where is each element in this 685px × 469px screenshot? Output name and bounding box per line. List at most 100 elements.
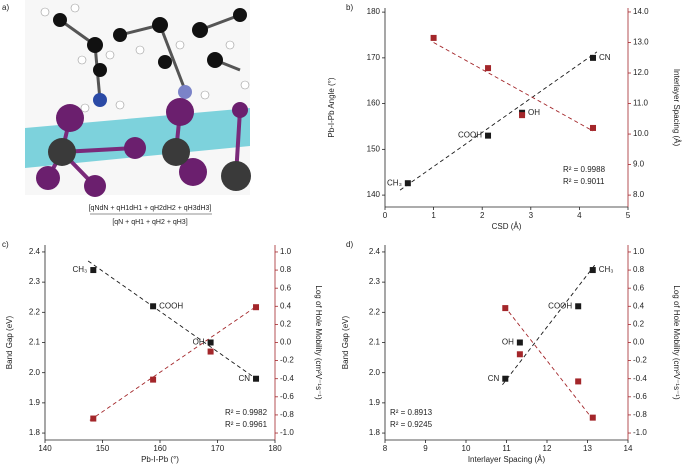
y-axis-title: Band Gap (eV) bbox=[5, 315, 14, 369]
data-point bbox=[575, 378, 582, 385]
y-axis-title: Band Gap (eV) bbox=[341, 315, 350, 369]
data-point bbox=[150, 303, 157, 310]
y2-tick-label: -0.8 bbox=[633, 410, 647, 419]
data-point bbox=[502, 305, 509, 312]
x-tick-label: 150 bbox=[96, 444, 110, 453]
y2-tick-label: 14.0 bbox=[633, 7, 649, 16]
data-point bbox=[90, 415, 97, 422]
data-point bbox=[590, 54, 597, 61]
y-tick-label: 1.8 bbox=[29, 428, 41, 437]
data-point bbox=[589, 414, 596, 421]
y-axis-title: Pb-I-Pb Angle (°) bbox=[327, 77, 336, 137]
fit-line bbox=[89, 305, 259, 421]
y2-axis-title: Log of Hole Mobility (cm²V⁻¹s⁻¹) bbox=[672, 285, 681, 400]
panel-label: a) bbox=[2, 3, 9, 12]
y-tick-label: 2.4 bbox=[369, 247, 381, 256]
y-tick-label: 2.4 bbox=[29, 247, 41, 256]
y2-tick-label: -0.4 bbox=[280, 374, 294, 383]
x-tick-label: 140 bbox=[38, 444, 52, 453]
y-tick-label: 160 bbox=[367, 99, 381, 108]
x-axis-title: Interlayer Spacing (Å) bbox=[468, 455, 546, 464]
r-squared: R² = 0.9011 bbox=[563, 177, 605, 186]
y2-tick-label: 0.2 bbox=[633, 320, 645, 329]
data-point bbox=[253, 375, 260, 382]
molecule-render bbox=[25, 0, 251, 197]
y-tick-label: 2.1 bbox=[29, 338, 41, 347]
data-point bbox=[430, 34, 437, 41]
y2-tick-label: 9.0 bbox=[633, 160, 645, 169]
data-point bbox=[485, 65, 492, 72]
fit-line bbox=[399, 51, 598, 191]
point-label: CN bbox=[599, 53, 611, 62]
y2-tick-label: -1.0 bbox=[633, 428, 647, 437]
x-tick-label: 2 bbox=[480, 211, 485, 220]
panel-label: b) bbox=[346, 3, 353, 12]
r-squared: R² = 0.9982 bbox=[225, 408, 268, 417]
point-label: CN bbox=[488, 374, 500, 383]
data-point bbox=[404, 180, 411, 187]
x-tick-label: 3 bbox=[529, 211, 534, 220]
x-axis-title: Pb-I-Pb (°) bbox=[141, 455, 179, 464]
y2-tick-label: 10.0 bbox=[633, 129, 649, 138]
x-tick-label: 8 bbox=[383, 444, 388, 453]
y-tick-label: 2.2 bbox=[369, 307, 381, 316]
data-point bbox=[207, 339, 214, 346]
data-point bbox=[589, 267, 596, 274]
x-tick-label: 4 bbox=[577, 211, 582, 220]
fit-line bbox=[502, 263, 596, 386]
point-label: OH bbox=[528, 108, 540, 117]
data-point bbox=[516, 351, 523, 358]
r-squared: R² = 0.8913 bbox=[390, 408, 433, 417]
x-tick-label: 14 bbox=[624, 444, 633, 453]
point-label: CH₃ bbox=[599, 265, 614, 274]
fit-line bbox=[504, 306, 594, 421]
y2-tick-label: 0.0 bbox=[633, 338, 645, 347]
y-tick-label: 2.3 bbox=[369, 277, 381, 286]
y2-tick-label: 13.0 bbox=[633, 38, 649, 47]
y2-tick-label: 1.0 bbox=[280, 247, 292, 256]
x-tick-label: 1 bbox=[431, 211, 436, 220]
y2-tick-label: 11.0 bbox=[633, 99, 649, 108]
y2-tick-label: 0.0 bbox=[280, 338, 292, 347]
data-point bbox=[516, 339, 523, 346]
equation-denominator: [qN + qH1 + qH2 + qH3] bbox=[112, 219, 187, 226]
x-tick-label: 11 bbox=[502, 444, 511, 453]
data-point bbox=[575, 303, 582, 310]
y2-tick-label: -0.8 bbox=[280, 410, 294, 419]
panel-label: c) bbox=[2, 240, 9, 249]
fit-line bbox=[87, 260, 257, 380]
y2-tick-label: -0.4 bbox=[633, 374, 647, 383]
data-point bbox=[150, 376, 157, 383]
y2-tick-label: 0.8 bbox=[280, 265, 292, 274]
point-label: CN bbox=[238, 374, 250, 383]
y2-tick-label: 0.6 bbox=[633, 283, 645, 292]
y2-tick-label: 8.0 bbox=[633, 190, 645, 199]
y-tick-label: 1.9 bbox=[369, 398, 381, 407]
y-tick-label: 2.0 bbox=[369, 368, 381, 377]
data-point bbox=[502, 375, 509, 382]
point-label: COOH bbox=[458, 131, 482, 140]
y2-tick-label: 12.0 bbox=[633, 68, 649, 77]
x-tick-label: 160 bbox=[153, 444, 167, 453]
y2-tick-label: 0.2 bbox=[280, 320, 292, 329]
y-tick-label: 180 bbox=[367, 7, 381, 16]
y2-tick-label: 1.0 bbox=[633, 247, 645, 256]
data-point bbox=[253, 304, 260, 311]
y2-tick-label: 0.6 bbox=[280, 283, 292, 292]
y2-tick-label: -1.0 bbox=[280, 428, 294, 437]
x-tick-label: 9 bbox=[423, 444, 428, 453]
panel-label: d) bbox=[346, 240, 353, 249]
y2-tick-label: 0.4 bbox=[280, 301, 292, 310]
data-point bbox=[90, 267, 97, 274]
data-point bbox=[207, 348, 214, 355]
x-tick-label: 0 bbox=[383, 211, 388, 220]
y2-tick-label: 0.8 bbox=[633, 265, 645, 274]
fit-line bbox=[433, 42, 594, 132]
y-tick-label: 2.2 bbox=[29, 307, 41, 316]
y-tick-label: 140 bbox=[367, 190, 381, 199]
equation-numerator: [qNdN + qH1dH1 + qH2dH2 + qH3dH3] bbox=[89, 205, 212, 212]
y2-tick-label: -0.2 bbox=[633, 356, 647, 365]
y-tick-label: 2.0 bbox=[29, 368, 41, 377]
x-axis-title: CSD (Å) bbox=[492, 222, 522, 231]
